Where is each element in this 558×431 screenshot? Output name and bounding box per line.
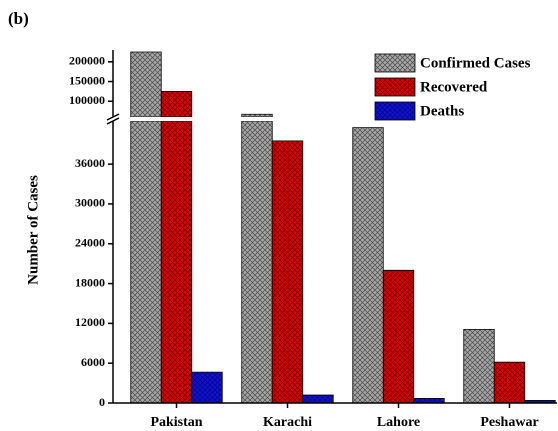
bar-hatch — [352, 127, 384, 404]
x-tick-label: Karachi — [263, 415, 312, 430]
bar-hatch — [191, 372, 223, 403]
legend-swatch-hatch — [375, 78, 415, 96]
y-tick-label: 100000 — [69, 93, 105, 107]
bar-hatch — [161, 91, 192, 403]
bar-hatch — [463, 329, 495, 403]
y-tick-label: 36000 — [75, 156, 105, 170]
y-tick-label: 150000 — [69, 73, 105, 87]
y-tick-label: 12000 — [75, 315, 105, 329]
bar-hatch — [383, 270, 414, 403]
x-tick-label: Pakistan — [150, 415, 202, 430]
legend-label: Deaths — [420, 103, 464, 119]
y-tick-label: 6000 — [81, 355, 105, 369]
x-tick-label: Peshawar — [480, 415, 538, 430]
panel-label: (b) — [8, 9, 29, 28]
axis-break — [105, 117, 557, 121]
legend-swatch-hatch — [375, 54, 415, 72]
bar-hatch — [302, 395, 334, 403]
y-axis-title: Number of Cases — [25, 175, 41, 285]
bar-hatch — [272, 140, 303, 403]
y-tick-label: 200000 — [69, 54, 105, 68]
legend-label: Confirmed Cases — [420, 55, 531, 71]
bar-hatch — [413, 398, 445, 403]
legend-label: Recovered — [420, 79, 488, 95]
y-tick-label: 18000 — [75, 275, 105, 289]
y-tick-label: 30000 — [75, 196, 105, 210]
y-tick-label: 24000 — [75, 236, 105, 250]
y-tick-label: 0 — [99, 395, 105, 409]
legend-swatch-hatch — [375, 102, 415, 120]
bar-hatch — [130, 51, 162, 404]
bar-hatch — [241, 114, 273, 403]
x-tick-label: Lahore — [377, 415, 420, 430]
bar-hatch — [494, 362, 525, 403]
